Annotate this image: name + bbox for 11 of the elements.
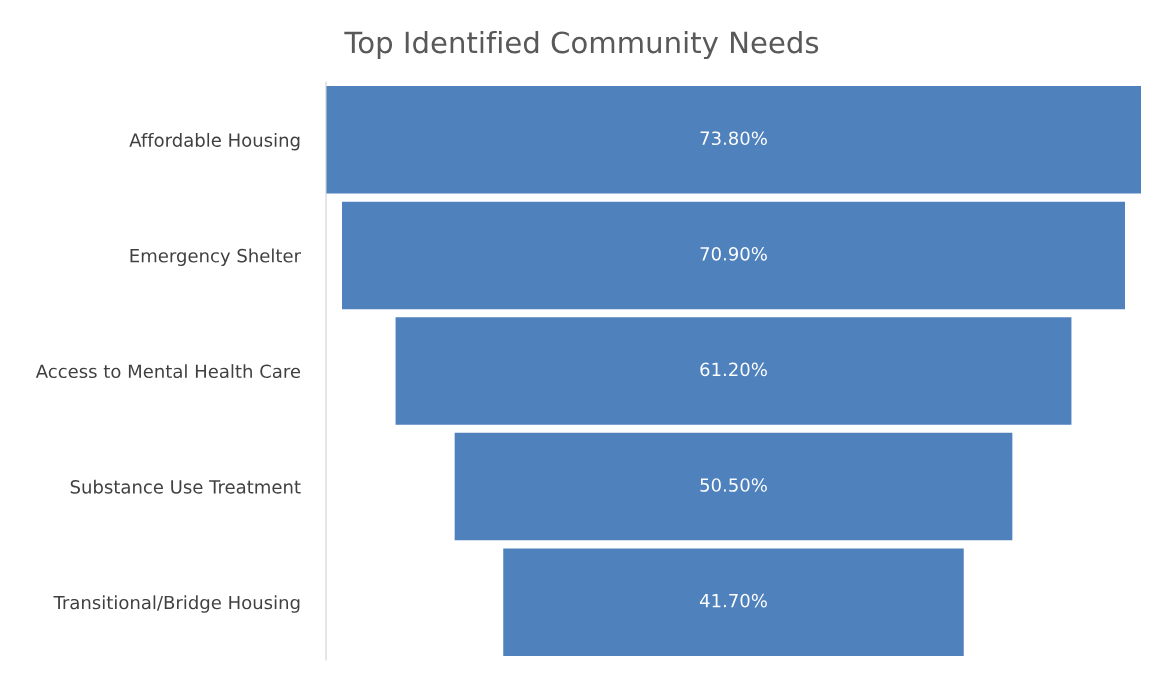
data-label: 50.50% bbox=[700, 478, 767, 492]
data-label: 61.20% bbox=[700, 362, 767, 377]
text: Top Identified Community Needs bbox=[344, 30, 819, 60]
data-label: 73.80% bbox=[700, 131, 767, 146]
data-label: 70.90% bbox=[700, 246, 767, 261]
category-label: Affordable Housing bbox=[129, 132, 300, 151]
data-label: 41.70% bbox=[699, 593, 767, 608]
category-label: Transitional/Bridge Housing bbox=[53, 595, 300, 613]
category-label: Access to Mental Health Care bbox=[35, 364, 301, 379]
category-label: Substance Use Treatment bbox=[70, 479, 301, 494]
category-label: Emergency Shelter bbox=[130, 248, 301, 267]
